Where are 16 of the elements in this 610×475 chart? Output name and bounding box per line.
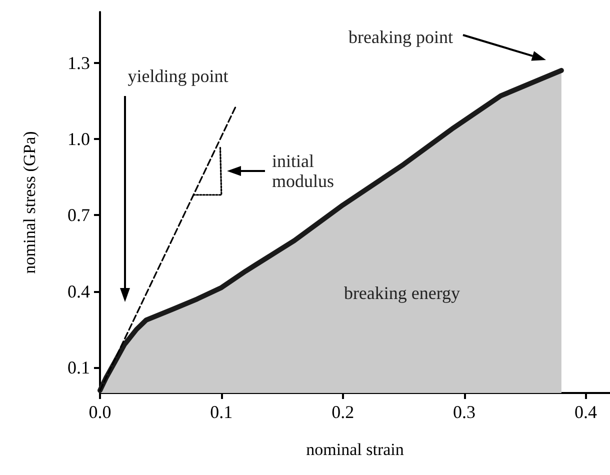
- y-tick-label: 1.3: [68, 52, 90, 73]
- y-tick-label: 0.1: [68, 358, 90, 378]
- y-tick-label: 0.4: [68, 281, 90, 302]
- y-tick-label: 0.7: [68, 205, 90, 226]
- x-tick-label: 0.3: [453, 402, 476, 422]
- x-tick-label: 0.0: [88, 402, 112, 422]
- annotation: yielding point: [128, 66, 228, 86]
- annotation: breaking energy: [344, 283, 460, 303]
- annotation: breaking point: [348, 27, 453, 47]
- y-tick-label: 1.0: [68, 129, 90, 149]
- y-axis-title: nominal stress (GPa): [20, 131, 39, 274]
- annotation: initial modulus: [272, 151, 334, 191]
- x-tick-label: 0.1: [210, 402, 233, 422]
- x-tick-label: 0.4: [574, 402, 597, 422]
- x-tick-label: 0.2: [332, 402, 354, 422]
- x-axis-title: nominal strain: [306, 440, 404, 459]
